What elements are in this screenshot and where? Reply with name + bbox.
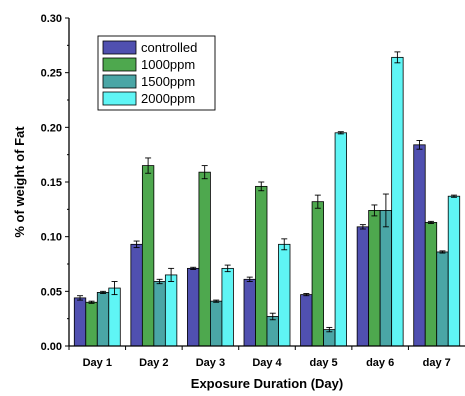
error-bar xyxy=(100,290,107,294)
error-bar xyxy=(190,266,197,270)
bar-2000ppm-day-2 xyxy=(164,274,178,347)
error-bar xyxy=(427,220,434,224)
error-bar xyxy=(394,51,401,64)
bar-controlled-day-5 xyxy=(300,294,313,347)
legend-label: controlled xyxy=(141,40,197,55)
bar-2000ppm-day-1 xyxy=(108,287,121,347)
bar-2000ppm-day-6 xyxy=(391,56,404,347)
y-tick-label: 0.05 xyxy=(41,286,62,298)
error-bar xyxy=(326,326,333,333)
bar-2000ppm-day-5 xyxy=(334,132,347,347)
error-bar xyxy=(77,295,84,301)
bar-1000ppm-day-5 xyxy=(311,201,324,347)
x-tick-label: Day 3 xyxy=(196,357,225,369)
error-bar xyxy=(314,194,321,209)
error-bar xyxy=(145,157,152,174)
error-bar xyxy=(382,193,389,228)
error-bar xyxy=(416,140,423,150)
bar-1000ppm-day-6 xyxy=(368,210,381,347)
legend-label: 1500ppm xyxy=(141,74,195,89)
bar-1000ppm-day-4 xyxy=(255,185,268,347)
error-bar xyxy=(371,204,378,217)
bar-controlled-day-2 xyxy=(130,243,143,347)
bar-controlled-day-7 xyxy=(413,144,426,347)
legend-swatch xyxy=(102,40,137,55)
y-tick-label: 0.25 xyxy=(41,68,62,80)
x-tick-label: day 6 xyxy=(366,357,394,369)
error-bar xyxy=(258,181,265,192)
error-bar xyxy=(88,300,95,304)
legend-swatch xyxy=(102,57,137,72)
error-bar xyxy=(156,278,163,285)
bar-1500ppm-day-6 xyxy=(379,210,393,347)
bar-1000ppm-day-1 xyxy=(85,301,98,347)
error-bars-layer xyxy=(77,51,457,333)
bar-2000ppm-day-7 xyxy=(447,195,461,347)
y-tick-label: 0.20 xyxy=(41,122,62,134)
bar-1000ppm-day-7 xyxy=(424,222,438,347)
bar-controlled-day-1 xyxy=(73,297,87,347)
bar-controlled-day-4 xyxy=(243,278,256,347)
x-tick-label: day 7 xyxy=(423,357,451,369)
legend-swatch xyxy=(102,74,137,89)
bar-1500ppm-day-2 xyxy=(153,281,166,347)
x-tick-label: Day 2 xyxy=(139,357,168,369)
error-bar xyxy=(450,194,457,198)
tick-labels-layer: 0.00 0.05 0.10 0.15 0.20 0.25 0.30 Day 1 Day 2 Da… xyxy=(41,13,451,369)
y-tick-label: 0.10 xyxy=(41,232,62,244)
x-tick-label: Day 4 xyxy=(252,357,282,369)
bar-1000ppm-day-2 xyxy=(141,165,155,347)
error-bar xyxy=(303,293,310,297)
error-bar xyxy=(133,240,140,249)
legend-label: 2000ppm xyxy=(141,91,195,106)
y-axis-title: % of weight of Fat xyxy=(12,126,27,238)
error-bar xyxy=(246,276,253,282)
error-bar xyxy=(281,238,288,251)
error-bar xyxy=(213,299,220,303)
error-bar xyxy=(168,267,175,282)
x-tick-label: Day 1 xyxy=(83,357,112,369)
legend: controlled 1000ppm 1500ppm 2000ppm xyxy=(97,35,216,111)
error-bar xyxy=(269,312,276,321)
error-bar xyxy=(224,264,231,273)
axes-layer xyxy=(65,17,465,350)
error-bar xyxy=(337,131,344,135)
bar-1500ppm-day-1 xyxy=(96,292,110,347)
bar-2000ppm-day-3 xyxy=(221,267,234,347)
bar-1000ppm-day-3 xyxy=(198,171,211,347)
bar-1500ppm-day-3 xyxy=(210,300,223,347)
error-bar xyxy=(201,165,208,180)
bar-controlled-day-3 xyxy=(187,267,200,347)
y-tick-label: 0.15 xyxy=(41,177,62,189)
x-tick-label: day 5 xyxy=(310,357,338,369)
x-axis-title: Exposure Duration (Day) xyxy=(191,376,343,391)
bar-controlled-day-6 xyxy=(356,226,370,347)
bar-2000ppm-day-4 xyxy=(278,243,291,347)
legend-swatch xyxy=(102,91,137,106)
bar-1500ppm-day-4 xyxy=(266,316,279,347)
y-tick-label: 0.00 xyxy=(41,341,62,353)
error-bar xyxy=(359,224,366,230)
y-tick-label: 0.30 xyxy=(41,13,62,25)
error-bar xyxy=(439,250,446,254)
bar-1500ppm-day-7 xyxy=(436,251,449,347)
legend-label: 1000ppm xyxy=(141,57,195,72)
error-bar xyxy=(111,281,118,296)
